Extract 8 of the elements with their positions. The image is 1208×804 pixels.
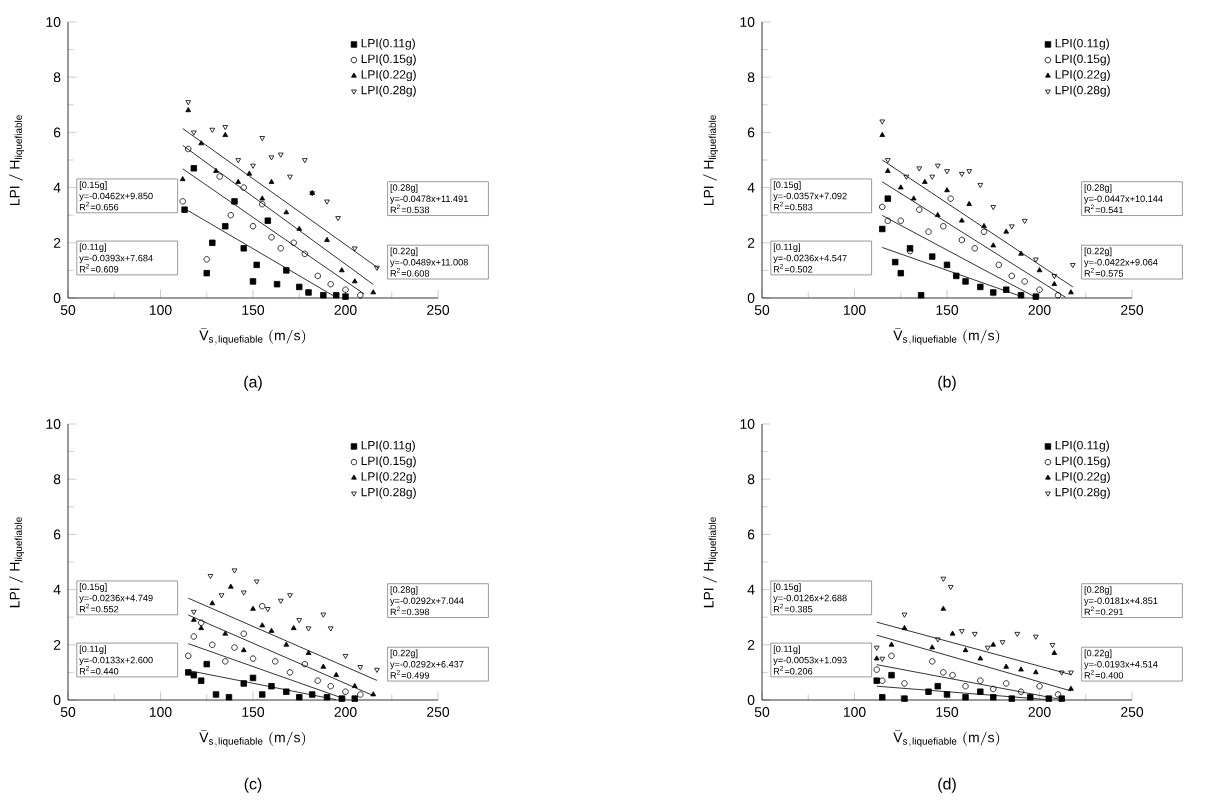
x-axis-title: $\bar{\mathrm{V}}_{\mathrm{s,liquefiable}}\ \mathrm{(m/s)}$ — [199, 730, 306, 747]
y-axis-title: $\mathrm{LPI}\ /\ \mathrm{H}_{\mathrm{liquefiable}}$ — [9, 115, 24, 206]
y-axis-title: $\mathrm{LPI}\ /\ \mathrm{H}_{\mathrm{liquefiable}}$ — [9, 517, 24, 608]
y-axis-title: $\mathrm{LPI}\ /\ \mathrm{H}_{\mathrm{liquefiable}}$ — [703, 517, 718, 608]
x-axis-title: $\bar{\mathrm{V}}_{\mathrm{s,liquefiable}}\ \mathrm{(m/s)}$ — [893, 328, 1000, 345]
x-axis-title: $\bar{\mathrm{V}}_{\mathrm{s,liquefiable}}\ \mathrm{(m/s)}$ — [199, 328, 306, 345]
x-axis-title: $\bar{\mathrm{V}}_{\mathrm{s,liquefiable}}\ \mathrm{(m/s)}$ — [893, 730, 1000, 747]
y-axis-title: $\mathrm{LPI}\ /\ \mathrm{H}_{\mathrm{liquefiable}}$ — [703, 115, 718, 206]
